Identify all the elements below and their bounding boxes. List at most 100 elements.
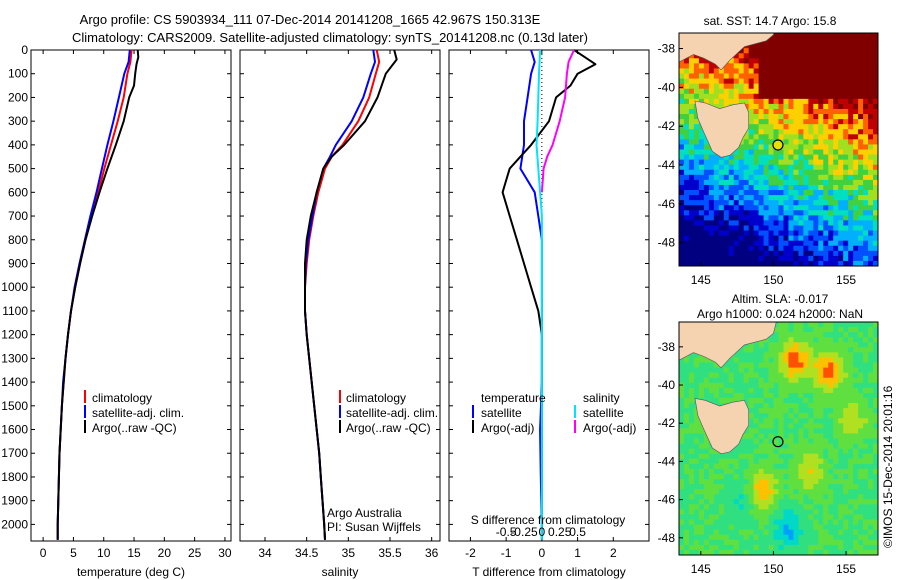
map-cell: [803, 215, 809, 221]
map-cell: [773, 413, 779, 419]
map-cell: [808, 195, 814, 201]
map-cell: [863, 225, 869, 231]
series-line-argo-raw-qc: [304, 49, 398, 540]
map-cell: [763, 220, 769, 226]
map-cell: [818, 408, 824, 414]
map-cell: [763, 372, 769, 379]
map-cell: [853, 347, 859, 353]
map-cell: [763, 549, 769, 555]
map-cell: [863, 529, 869, 536]
map-cell: [743, 169, 750, 176]
map-cell: [863, 458, 869, 465]
map-cell: [703, 484, 710, 490]
map-cell: [858, 529, 864, 536]
map-cell: [838, 68, 844, 74]
map-cell: [733, 448, 740, 455]
map-cell: [693, 210, 700, 216]
map-cell: [863, 509, 869, 515]
map-cell: [793, 403, 799, 409]
map-cell: [858, 549, 864, 555]
map-cell: [803, 230, 809, 237]
map-cell: [863, 190, 869, 196]
map-cell: [763, 387, 769, 394]
map-cell: [688, 504, 695, 510]
map-cell: [868, 392, 874, 399]
map-cell: [763, 225, 769, 231]
map-cell: [783, 397, 789, 404]
map-cell: [848, 367, 854, 374]
map-cell: [698, 433, 705, 439]
map-cell: [783, 367, 789, 374]
map-cell: [868, 200, 874, 206]
map-cell: [828, 230, 834, 237]
map-cell: [708, 88, 715, 95]
map-cell: [748, 58, 755, 64]
map-cell: [798, 403, 804, 409]
map-cell: [858, 352, 864, 358]
map-cell: [803, 159, 809, 166]
map-cell: [798, 362, 804, 368]
map-cell: [813, 509, 819, 515]
map-cell: [748, 195, 755, 201]
map-cell: [728, 245, 735, 252]
map-cell: [843, 473, 849, 480]
map-cell: [708, 230, 715, 237]
map-cell: [818, 342, 824, 348]
map-cell: [848, 63, 854, 69]
map-cell: [808, 382, 814, 389]
map-cell: [863, 539, 869, 546]
map-cell: [753, 103, 760, 110]
map-cell: [868, 154, 874, 161]
map-cell: [803, 453, 809, 460]
map-cell: [753, 413, 760, 419]
map-cell: [853, 230, 859, 237]
map-cell: [798, 48, 804, 54]
map-cell: [688, 484, 695, 490]
salinity-legend: climatology satellite-adj. clim. Argo(..…: [327, 390, 438, 534]
map-cell: [713, 93, 720, 100]
map-cell: [873, 220, 878, 226]
map-cell: [723, 200, 730, 206]
map-cell: [713, 215, 720, 221]
map-cell: [868, 250, 874, 257]
map-cell: [783, 169, 789, 176]
map-cell: [748, 114, 755, 120]
map-cell: [753, 524, 760, 531]
map-cell: [763, 342, 769, 348]
map-cell: [848, 38, 854, 44]
map-cell: [688, 387, 695, 394]
map-cell: [828, 83, 834, 90]
map-cell: [743, 352, 750, 358]
map-cell: [833, 58, 839, 64]
map-cell: [793, 225, 799, 231]
argo-float-marker: [772, 139, 784, 151]
map-cell: [758, 357, 764, 363]
map-cell: [798, 549, 804, 555]
map-cell: [753, 53, 760, 59]
map-cell: [818, 225, 824, 231]
map-cell: [703, 372, 710, 379]
map-cell: [838, 260, 844, 266]
map-cell: [768, 544, 774, 551]
map-cell: [688, 524, 695, 531]
map-cell: [803, 529, 809, 536]
map-cell: [783, 235, 789, 242]
map-cell: [783, 372, 789, 379]
map-cell: [708, 220, 715, 226]
map-cell: [873, 48, 878, 54]
map-cell: [843, 63, 849, 69]
map-cell: [728, 58, 735, 64]
map-cell: [863, 210, 869, 216]
map-cell: [793, 63, 799, 69]
map-y-tick-label: -46: [658, 493, 676, 507]
map-cell: [698, 245, 705, 252]
map-cell: [793, 463, 799, 470]
map-cell: [763, 179, 769, 186]
map-cell: [753, 463, 760, 470]
map-cell: [748, 342, 755, 348]
map-cell: [698, 210, 705, 216]
map-cell: [838, 250, 844, 257]
map-cell: [838, 48, 844, 54]
map-cell: [708, 225, 715, 231]
map-cell: [813, 205, 819, 211]
